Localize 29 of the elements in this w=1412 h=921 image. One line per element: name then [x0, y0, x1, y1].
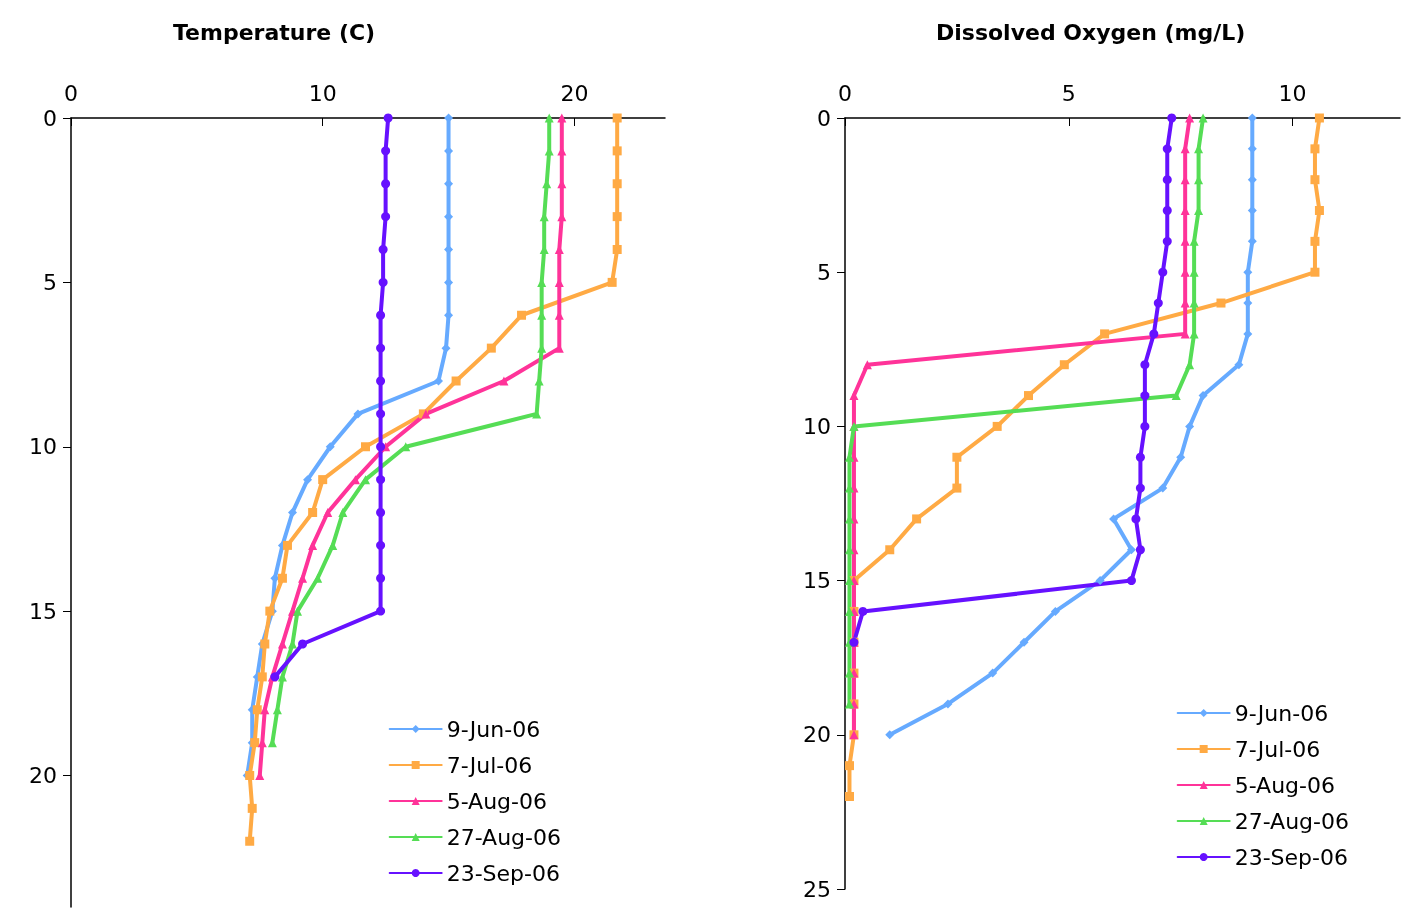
y-tick-label: 15	[803, 568, 831, 594]
x-tick-label: 0	[838, 80, 852, 106]
legend-label: 27-Aug-06	[1234, 808, 1349, 834]
x-tick-label: 20	[560, 80, 589, 106]
legend-label: 5-Aug-06	[446, 788, 547, 814]
x-tick-label: 0	[64, 80, 78, 106]
chart-title: Temperature (C)	[173, 19, 376, 45]
legend-label: 9-Jun-06	[1234, 700, 1329, 726]
y-tick-label: 0	[817, 105, 831, 131]
y-tick-label: 15	[29, 598, 57, 624]
y-tick-label: 0	[43, 105, 57, 131]
legend-label: 23-Sep-06	[446, 860, 560, 886]
chart-title: Dissolved Oxygen (mg/L)	[936, 19, 1246, 45]
x-tick-label: 10	[1278, 80, 1307, 106]
legend-label: 5-Aug-06	[1234, 772, 1335, 798]
y-tick-label: 10	[29, 434, 57, 460]
x-tick-label: 5	[1061, 80, 1076, 106]
legend-label: 9-Jun-06	[446, 716, 541, 742]
y-tick-label: 25	[803, 876, 831, 902]
legend-label: 27-Aug-06	[446, 824, 561, 850]
y-tick-label: 20	[29, 763, 57, 788]
y-tick-label: 10	[803, 413, 831, 439]
legend-label: 7-Jul-06	[1234, 736, 1321, 762]
x-tick-label: 10	[308, 80, 337, 106]
legend-label: 23-Sep-06	[1234, 844, 1348, 870]
y-tick-label: 5	[43, 269, 57, 295]
y-tick-label: 5	[817, 259, 831, 285]
legend-label: 7-Jul-06	[446, 752, 533, 778]
y-tick-label: 20	[803, 722, 831, 748]
